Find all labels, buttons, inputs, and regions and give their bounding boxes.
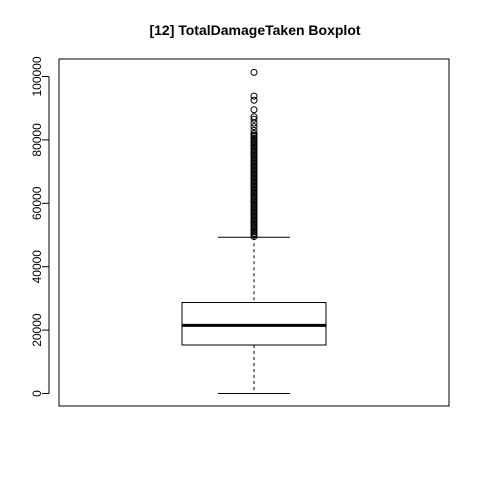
outlier-point bbox=[250, 96, 258, 104]
outlier-point bbox=[250, 113, 258, 121]
outlier-point bbox=[250, 92, 258, 100]
y-tick-label: 0 bbox=[30, 390, 44, 397]
y-tick-label: 60000 bbox=[30, 186, 44, 220]
outlier-point bbox=[250, 68, 258, 76]
chart-title: [12] TotalDamageTaken Boxplot bbox=[149, 22, 360, 38]
y-tick-label: 100000 bbox=[30, 56, 44, 96]
y-tick-label: 40000 bbox=[30, 250, 44, 284]
y-tick-label: 20000 bbox=[30, 313, 44, 347]
outlier-point bbox=[250, 123, 258, 131]
outlier-point bbox=[250, 106, 258, 114]
y-axis: 0 20000 40000 60000 80000 100000 bbox=[30, 56, 50, 397]
outlier-points bbox=[250, 68, 258, 241]
outlier-point bbox=[250, 126, 258, 134]
plot-frame bbox=[58, 58, 450, 407]
outlier-point bbox=[250, 130, 258, 138]
y-tick-label: 80000 bbox=[30, 123, 44, 157]
iqr-box bbox=[181, 302, 327, 346]
outlier-point bbox=[250, 115, 258, 123]
box-plot bbox=[181, 236, 327, 394]
